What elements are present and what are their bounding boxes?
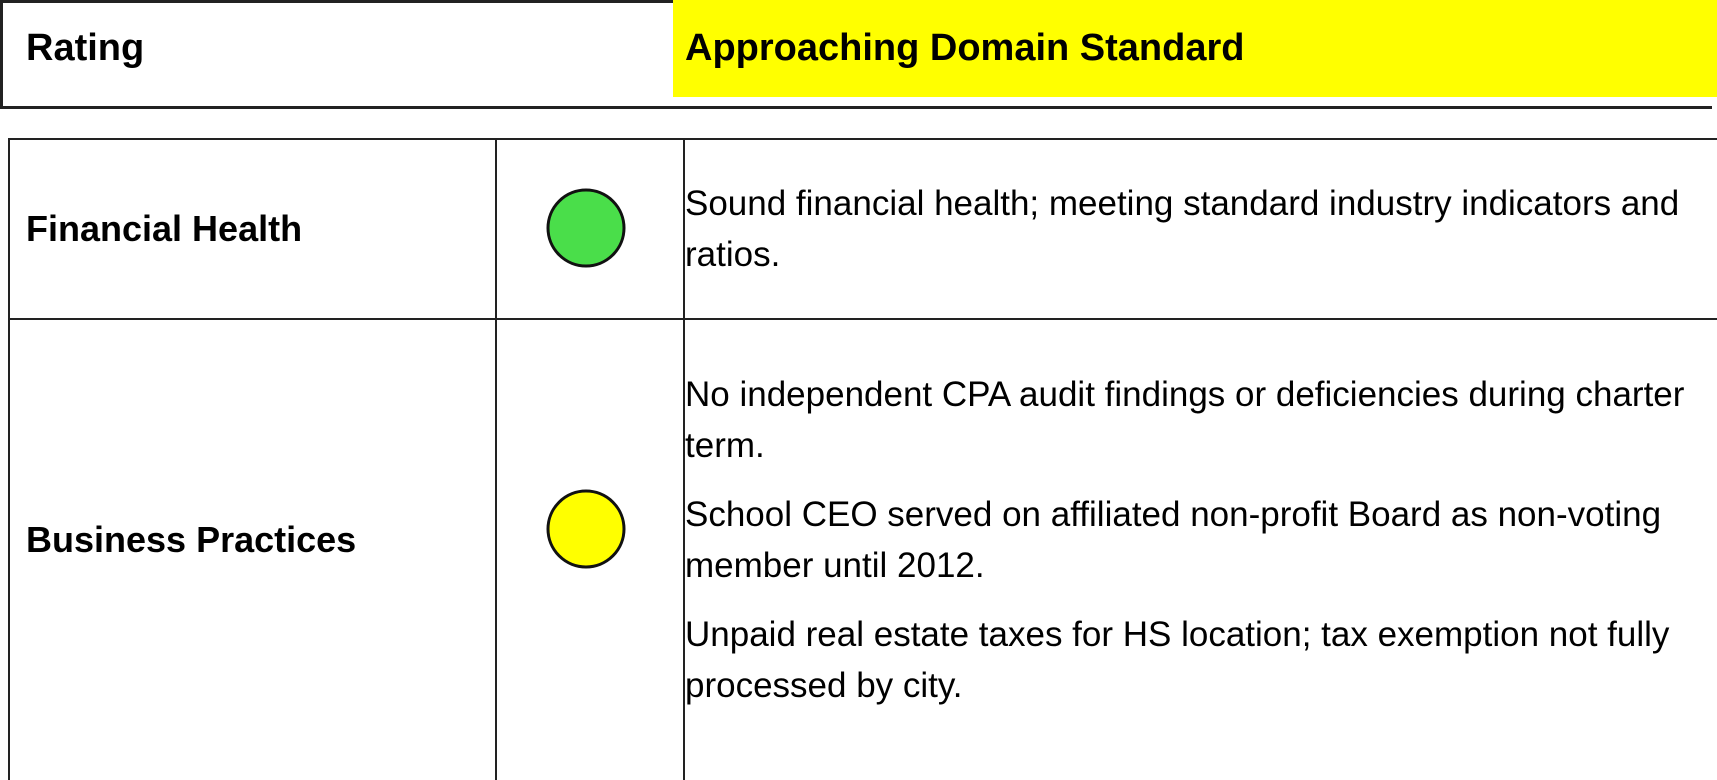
status-circle [546, 489, 626, 569]
note: No independent CPA audit findings or def… [685, 375, 1685, 465]
row-notes: No independent CPA audit findings or def… [685, 318, 1710, 762]
status-indicator [546, 188, 626, 268]
row-name: Financial Health [26, 208, 303, 249]
status-circle [546, 188, 626, 268]
rating-value: Approaching Domain Standard [673, 0, 1717, 97]
row-name: Business Practices [26, 519, 357, 560]
domain-table [8, 138, 1717, 780]
note: Sound financial health; meeting standard… [685, 184, 1680, 274]
row-notes: Sound financial health; meeting standard… [685, 140, 1710, 318]
column-divider [495, 140, 497, 780]
rating-label: Rating [26, 27, 145, 69]
row-divider [10, 318, 1717, 320]
rating-header: Rating Approaching Domain Standard [0, 0, 1717, 109]
column-divider [683, 140, 685, 780]
status-indicator [546, 489, 626, 569]
note: School CEO served on affiliated non-prof… [685, 495, 1662, 585]
note: Unpaid real estate taxes for HS location… [685, 615, 1670, 705]
